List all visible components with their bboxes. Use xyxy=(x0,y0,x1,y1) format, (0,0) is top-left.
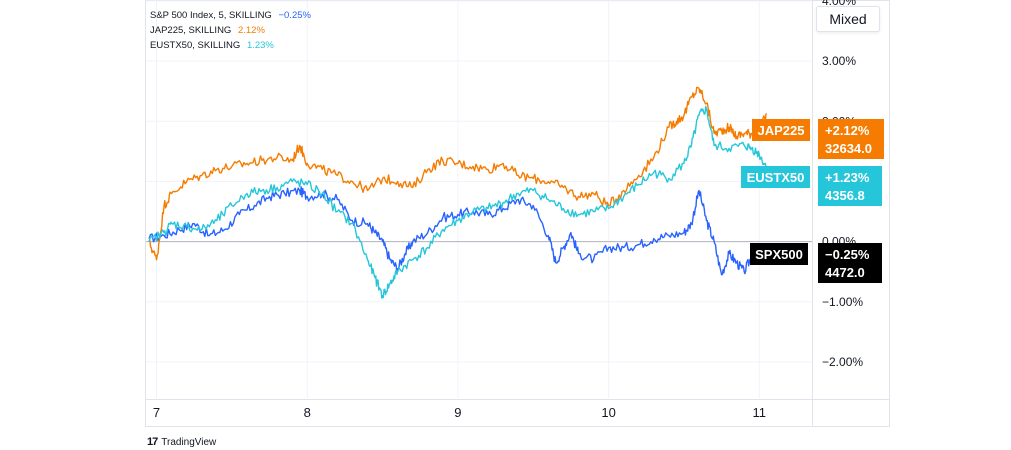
value-badge-price: 32634.0 xyxy=(825,141,872,156)
legend-pct: 2.12% xyxy=(237,25,265,36)
x-tick-label: 7 xyxy=(153,405,160,420)
legend-label: S&P 500 Index, 5, SKILLING xyxy=(150,10,272,21)
legend-item-eustx50[interactable]: EUSTX50, SKILLING 1.23% xyxy=(150,38,311,53)
series-name-badge: EUSTX50 xyxy=(747,170,805,185)
brand-name: TradingView xyxy=(161,436,217,448)
value-badge-pct: +1.23% xyxy=(825,170,870,185)
price-badge-spx500[interactable]: SPX500 −0.25% 4472.0 xyxy=(750,243,882,283)
value-badge-bg xyxy=(818,243,882,283)
legend-pct: −0.25% xyxy=(278,10,311,21)
series-name-badge: SPX500 xyxy=(755,247,803,262)
legend-label: JAP225, SKILLING xyxy=(150,25,232,36)
grid xyxy=(146,0,812,398)
series-name-badge-bg xyxy=(750,243,808,265)
price-badges: SPX500 −0.25% 4472.0 JAP225 +2.12% 32634.0 EUS… xyxy=(741,119,884,283)
value-badge-pct: −0.25% xyxy=(825,247,870,262)
x-tick-label: 9 xyxy=(454,405,461,420)
legend-item-spx500[interactable]: S&P 500 Index, 5, SKILLING −0.25% xyxy=(150,8,311,23)
series-name-badge-bg xyxy=(741,166,810,188)
y-tick-label: 3.00% xyxy=(822,54,856,68)
price-badge-jap225[interactable]: JAP225 +2.12% 32634.0 xyxy=(752,119,884,159)
legend: S&P 500 Index, 5, SKILLING −0.25% JAP225… xyxy=(150,8,311,53)
series-name-badge-bg xyxy=(752,119,810,141)
series-name-badge: JAP225 xyxy=(758,123,805,138)
x-tick-label: 8 xyxy=(304,405,311,420)
value-badge-pct: +2.12% xyxy=(825,123,870,138)
tradingview-logo-icon: 17 xyxy=(147,436,158,448)
x-tick-label: 10 xyxy=(601,405,615,420)
legend-label: EUSTX50, SKILLING xyxy=(150,40,241,51)
tradingview-brand[interactable]: 17 TradingView xyxy=(147,436,216,448)
series-line-jap225[interactable] xyxy=(148,86,767,261)
price-badge-eustx50[interactable]: EUSTX50 +1.23% 4356.8 xyxy=(741,166,882,206)
series-lines xyxy=(148,86,768,299)
series-line-eustx50[interactable] xyxy=(148,105,768,299)
x-tick-label: 11 xyxy=(753,405,767,420)
value-badge-price: 4472.0 xyxy=(825,265,865,280)
value-badge-bg xyxy=(818,166,882,206)
y-tick-label: −2.00% xyxy=(822,355,863,369)
value-badge-price: 4356.8 xyxy=(825,188,865,203)
value-badge-bg xyxy=(818,119,884,159)
y-tick-label: −1.00% xyxy=(822,295,863,309)
scale-mode-button[interactable]: Mixed xyxy=(816,6,880,32)
chart-frame xyxy=(145,0,890,427)
legend-pct: 1.23% xyxy=(246,40,274,51)
legend-item-jap225[interactable]: JAP225, SKILLING 2.12% xyxy=(150,23,311,38)
y-tick-label: 4.00% xyxy=(822,0,856,8)
